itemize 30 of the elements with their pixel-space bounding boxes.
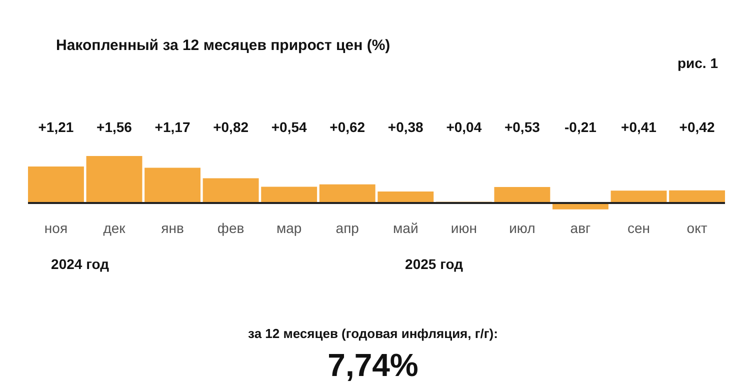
text: за 12 месяцев (годовая инфляция, г/г):: [248, 326, 498, 341]
x-tick-label: окт: [686, 220, 708, 236]
data-label: +1,56: [96, 119, 132, 135]
data-label: +0,54: [271, 119, 308, 135]
text: 2025 год: [405, 256, 464, 272]
x-tick-label: дек: [103, 220, 126, 236]
text: 7,74%: [328, 347, 418, 383]
x-tick-label: апр: [336, 220, 360, 236]
x-tick-label: фев: [217, 220, 244, 236]
x-tick-label: авг: [570, 220, 591, 236]
data-label: +0,41: [621, 119, 657, 135]
x-tick-label: сен: [627, 220, 650, 236]
data-label: +0,82: [213, 119, 249, 135]
text: рис. 1: [677, 55, 718, 71]
data-label: +0,53: [504, 119, 540, 135]
x-tick-label: май: [393, 220, 418, 236]
x-tick-label: ноя: [44, 220, 68, 236]
x-tick-label: мар: [276, 220, 302, 236]
data-label: +0,04: [446, 119, 482, 135]
x-tick-label: янв: [161, 220, 184, 236]
data-label: +0,42: [679, 119, 715, 135]
x-tick-label: июн: [450, 220, 477, 236]
chart-title: Накопленный за 12 месяцев прирост цен (%): [56, 37, 390, 54]
data-label: +1,21: [38, 119, 74, 135]
data-label: +0,38: [388, 119, 424, 135]
x-tick-label: июл: [509, 220, 536, 236]
text: 2024 год: [51, 256, 110, 272]
data-label: -0,21: [564, 119, 597, 135]
data-label: +1,17: [154, 119, 190, 135]
data-label: +0,62: [330, 119, 366, 135]
